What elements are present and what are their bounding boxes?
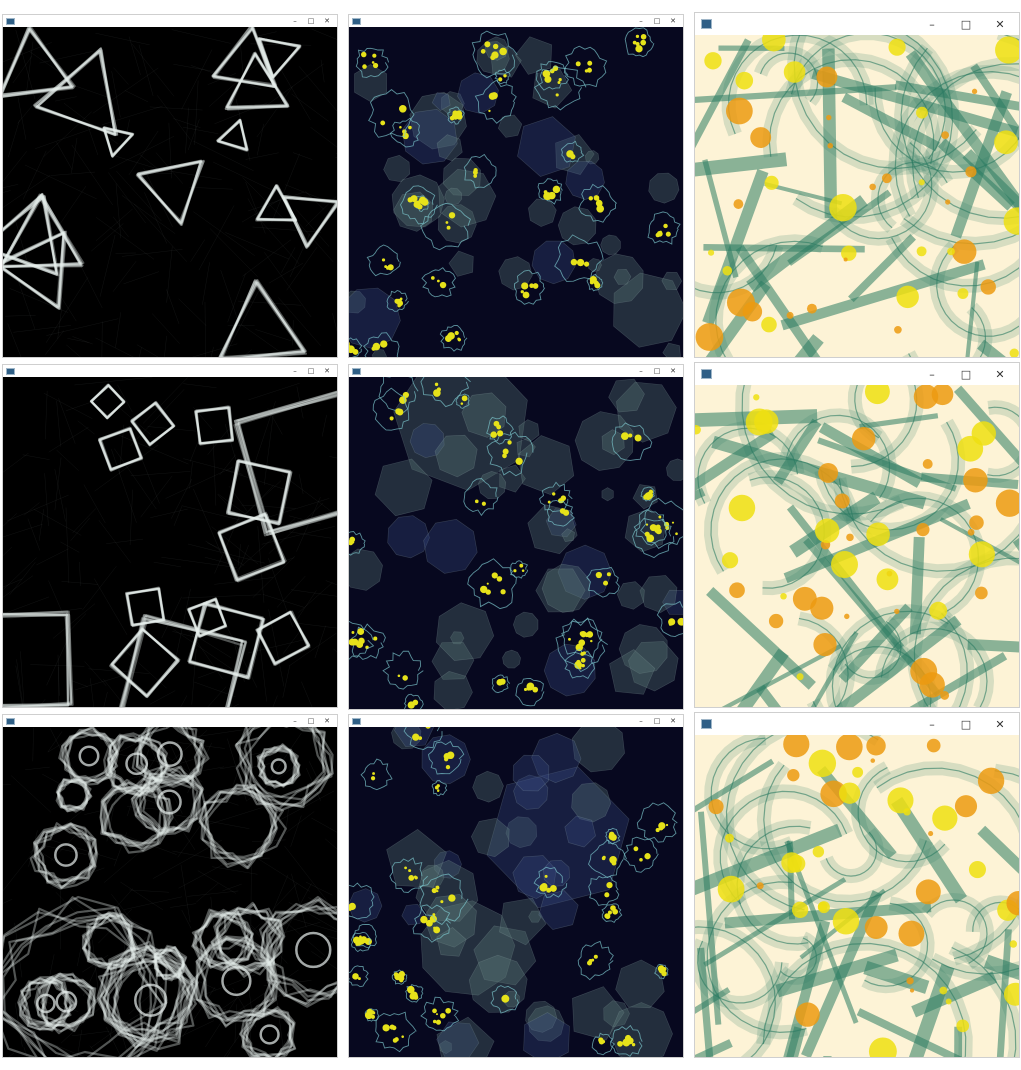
art-canvas [3,27,337,357]
generative-art [695,735,1019,1057]
close-button[interactable]: ✕ [995,17,1005,31]
app-icon [701,19,712,29]
app-icon [6,368,15,375]
window-cream-strokes: – □ ✕ [694,12,1020,358]
minimize-button[interactable]: – [293,17,297,25]
close-button[interactable]: ✕ [670,17,676,25]
maximize-button[interactable]: □ [307,717,315,725]
window-squares: – □ ✕ [2,364,338,708]
minimize-button[interactable]: – [639,367,643,375]
window-navy-polygons: – □ ✕ [348,364,684,710]
close-button[interactable]: ✕ [995,367,1005,381]
close-button[interactable]: ✕ [324,17,330,25]
minimize-button[interactable]: – [929,17,935,31]
generative-art [349,377,683,709]
art-canvas [349,727,683,1057]
app-icon [352,18,361,25]
minimize-button[interactable]: – [929,367,935,381]
generative-art [3,27,337,357]
generative-art [695,35,1019,357]
minimize-button[interactable]: – [293,367,297,375]
title-bar[interactable]: – □ ✕ [3,365,337,377]
title-bar[interactable]: – □ ✕ [349,15,683,27]
title-bar[interactable]: – □ ✕ [349,715,683,727]
minimize-button[interactable]: – [293,717,297,725]
title-bar[interactable]: – □ ✕ [349,365,683,377]
generative-art [3,377,337,707]
close-button[interactable]: ✕ [670,717,676,725]
maximize-button[interactable]: □ [653,17,661,25]
art-canvas [3,377,337,707]
maximize-button[interactable]: □ [307,367,315,375]
window-navy-polygons: – □ ✕ [348,714,684,1058]
window-cream-strokes: – □ ✕ [694,362,1020,708]
app-icon [701,369,712,379]
title-bar[interactable]: – □ ✕ [695,13,1019,35]
title-bar[interactable]: – □ ✕ [3,15,337,27]
app-icon [352,718,361,725]
maximize-button[interactable]: □ [960,17,972,31]
close-button[interactable]: ✕ [324,367,330,375]
maximize-button[interactable]: □ [653,717,661,725]
maximize-button[interactable]: □ [307,17,315,25]
maximize-button[interactable]: □ [960,717,972,731]
maximize-button[interactable]: □ [653,367,661,375]
art-canvas [695,35,1019,357]
minimize-button[interactable]: – [929,717,935,731]
art-canvas [3,727,337,1057]
generative-art [349,727,683,1057]
close-button[interactable]: ✕ [995,717,1005,731]
title-bar[interactable]: – □ ✕ [3,715,337,727]
art-canvas [695,385,1019,707]
window-navy-polygons: – □ ✕ [348,14,684,358]
app-icon [701,719,712,729]
generative-art [695,385,1019,707]
app-icon [352,368,361,375]
maximize-button[interactable]: □ [960,367,972,381]
generative-art [349,27,683,357]
title-bar[interactable]: – □ ✕ [695,713,1019,735]
minimize-button[interactable]: – [639,17,643,25]
app-icon [6,18,15,25]
art-canvas [695,735,1019,1057]
window-cream-strokes: – □ ✕ [694,712,1020,1058]
title-bar[interactable]: – □ ✕ [695,363,1019,385]
app-icon [6,718,15,725]
generative-art [3,727,337,1057]
art-canvas [349,377,683,709]
minimize-button[interactable]: – [639,717,643,725]
art-canvas [349,27,683,357]
close-button[interactable]: ✕ [670,367,676,375]
window-blobs: – □ ✕ [2,714,338,1058]
close-button[interactable]: ✕ [324,717,330,725]
window-triangles: – □ ✕ [2,14,338,358]
